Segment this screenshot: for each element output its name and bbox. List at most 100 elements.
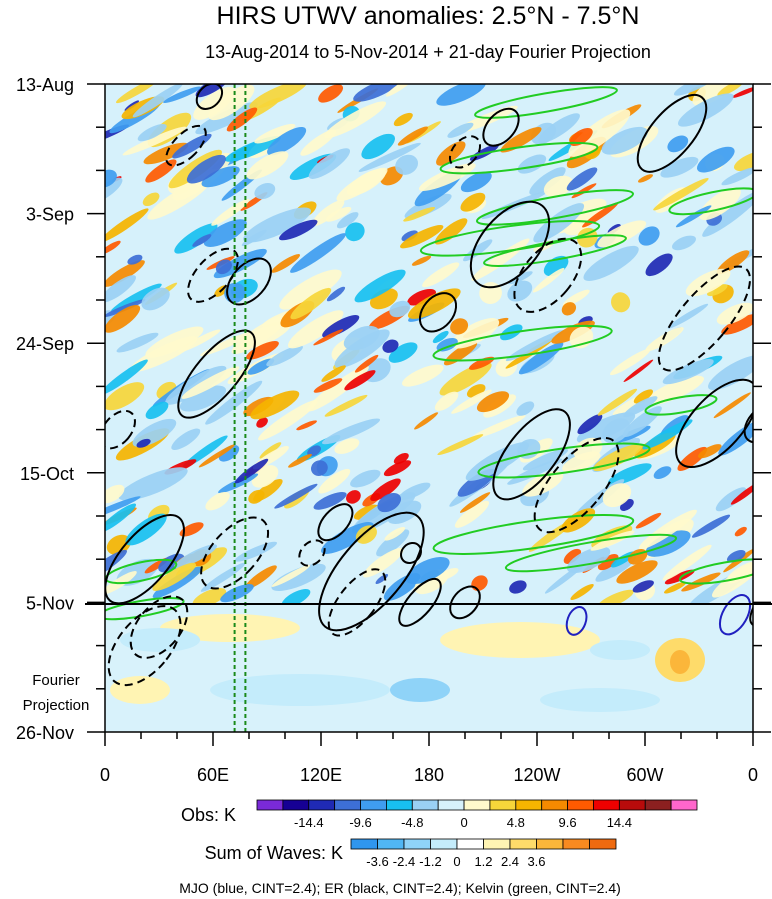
obs-anomaly-blob	[274, 483, 318, 509]
obs-anomaly-blob	[324, 394, 368, 417]
obs-anomaly-blob	[254, 183, 276, 200]
waves-colorbar-tick-label: 0	[453, 854, 460, 869]
obs-anomaly-blob	[163, 86, 201, 104]
obs-anomaly-blob	[122, 126, 187, 156]
obs-anomaly-blob	[726, 561, 753, 584]
obs-anomaly-blob	[143, 142, 189, 165]
obs-anomaly-blob	[250, 390, 300, 420]
obs-anomaly-blob	[635, 512, 662, 529]
reference-lines	[233, 84, 247, 732]
obs-anomaly-blob	[358, 142, 421, 172]
obs-anomaly-blob	[597, 388, 638, 416]
obs-anomaly-blob	[436, 141, 466, 166]
obs-anomaly-blob	[312, 199, 345, 226]
obs-anomaly-blob	[105, 496, 141, 520]
er-contour	[200, 516, 270, 590]
kelvin-contour	[504, 533, 678, 573]
obs-colorbar-bin	[541, 799, 568, 811]
kelvin-contour	[474, 86, 618, 119]
plot-area	[105, 84, 753, 732]
waves-colorbar-bin	[430, 838, 458, 850]
obs-anomaly-blob	[105, 305, 141, 333]
obs-colorbar-bin	[437, 799, 465, 811]
obs-anomaly-blob	[563, 548, 582, 564]
projection-blob	[390, 678, 450, 702]
waves-colorbar-tick-label: 1.2	[474, 854, 492, 869]
obs-anomaly-blob	[638, 509, 697, 550]
obs-anomaly-blob	[538, 113, 580, 143]
obs-anomaly-blob	[152, 566, 203, 599]
obs-anomaly-blob	[730, 481, 753, 505]
obs-anomaly-blob	[211, 198, 250, 226]
obs-anomaly-blob	[125, 513, 167, 546]
obs-anomaly-blob	[436, 84, 486, 106]
obs-anomaly-blob	[203, 219, 247, 247]
er-contour	[482, 107, 520, 147]
obs-anomaly-blob	[667, 303, 709, 329]
obs-anomaly-blob	[279, 269, 342, 310]
kelvin-contour	[678, 558, 753, 585]
er-contour	[400, 542, 422, 564]
kelvin-contour	[439, 141, 599, 175]
er-contour	[195, 84, 224, 110]
obs-colorbar-bin	[593, 799, 620, 811]
wave-legend-note: MJO (blue, CINT=2.4); ER (black, CINT=2.…	[179, 880, 621, 896]
obs-anomaly-blob	[311, 460, 328, 476]
obs-anomaly-blob	[451, 318, 500, 349]
obs-colorbar-bin	[618, 799, 646, 811]
obs-anomaly-blob	[345, 222, 365, 242]
obs-colorbar: -14.4 -9.6 -4.8 0 4.8 9.6 14.4	[256, 799, 698, 830]
obs-anomaly-blob	[713, 392, 751, 419]
obs-anomaly-blob	[290, 233, 346, 273]
obs-anomaly-blob	[393, 112, 413, 127]
obs-colorbar-bin	[644, 799, 672, 811]
obs-anomaly-blob	[571, 183, 597, 199]
obs-anomaly-blob	[251, 465, 279, 488]
er-contour	[675, 378, 753, 469]
er-contour	[226, 257, 272, 306]
obs-anomaly-blob	[384, 526, 406, 541]
er-contour	[187, 247, 239, 303]
obs-anomaly-blob	[561, 508, 596, 533]
obs-anomaly-blob	[279, 219, 318, 241]
obs-anomaly-blob	[522, 471, 564, 497]
obs-anomaly-blob	[411, 255, 432, 266]
er-contour	[657, 265, 751, 372]
obs-anomaly-blob	[382, 339, 399, 353]
er-contour	[317, 503, 354, 542]
projection-blob	[670, 650, 690, 674]
kelvin-contour	[483, 234, 627, 267]
obs-colorbar-tick-label: 0	[460, 815, 467, 830]
obs-anomaly-blob	[105, 382, 145, 411]
obs-anomaly-blob	[443, 341, 478, 366]
obs-anomaly-blob	[105, 275, 136, 303]
obs-anomaly-blob	[662, 359, 714, 385]
kelvin-contour	[477, 442, 651, 479]
obs-anomaly-blob	[717, 84, 745, 97]
obs-anomaly-blob	[400, 225, 444, 249]
obs-anomaly-blob	[321, 418, 381, 445]
obs-anomaly-blob	[377, 493, 402, 513]
obs-anomaly-blob	[307, 445, 321, 457]
er-contour	[318, 511, 425, 632]
obs-anomaly-blob	[307, 365, 369, 412]
obs-anomaly-blob	[732, 86, 753, 98]
obs-anomaly-blob	[397, 126, 428, 146]
kelvin-contour	[105, 597, 185, 621]
obs-colorbar-bin	[411, 799, 439, 811]
er-contour	[327, 568, 387, 637]
obs-anomaly-blob	[439, 362, 492, 396]
obs-anomaly-blob	[610, 348, 651, 376]
waves-colorbar-bin	[350, 838, 378, 850]
obs-anomaly-blob	[608, 463, 652, 485]
obs-anomaly-blob	[142, 192, 160, 207]
obs-anomaly-blob	[616, 560, 658, 584]
obs-anomaly-blob	[463, 239, 493, 262]
obs-anomaly-blob	[246, 341, 279, 360]
obs-anomaly-blob	[246, 151, 289, 180]
obs-anomaly-blob	[667, 135, 689, 153]
y-axis: 13-Aug 3-Sep 24-Sep 15-Oct 5-Nov 26-Nov	[16, 75, 771, 743]
obs-anomaly-blob	[570, 583, 594, 601]
obs-colorbar-bin	[360, 799, 387, 811]
